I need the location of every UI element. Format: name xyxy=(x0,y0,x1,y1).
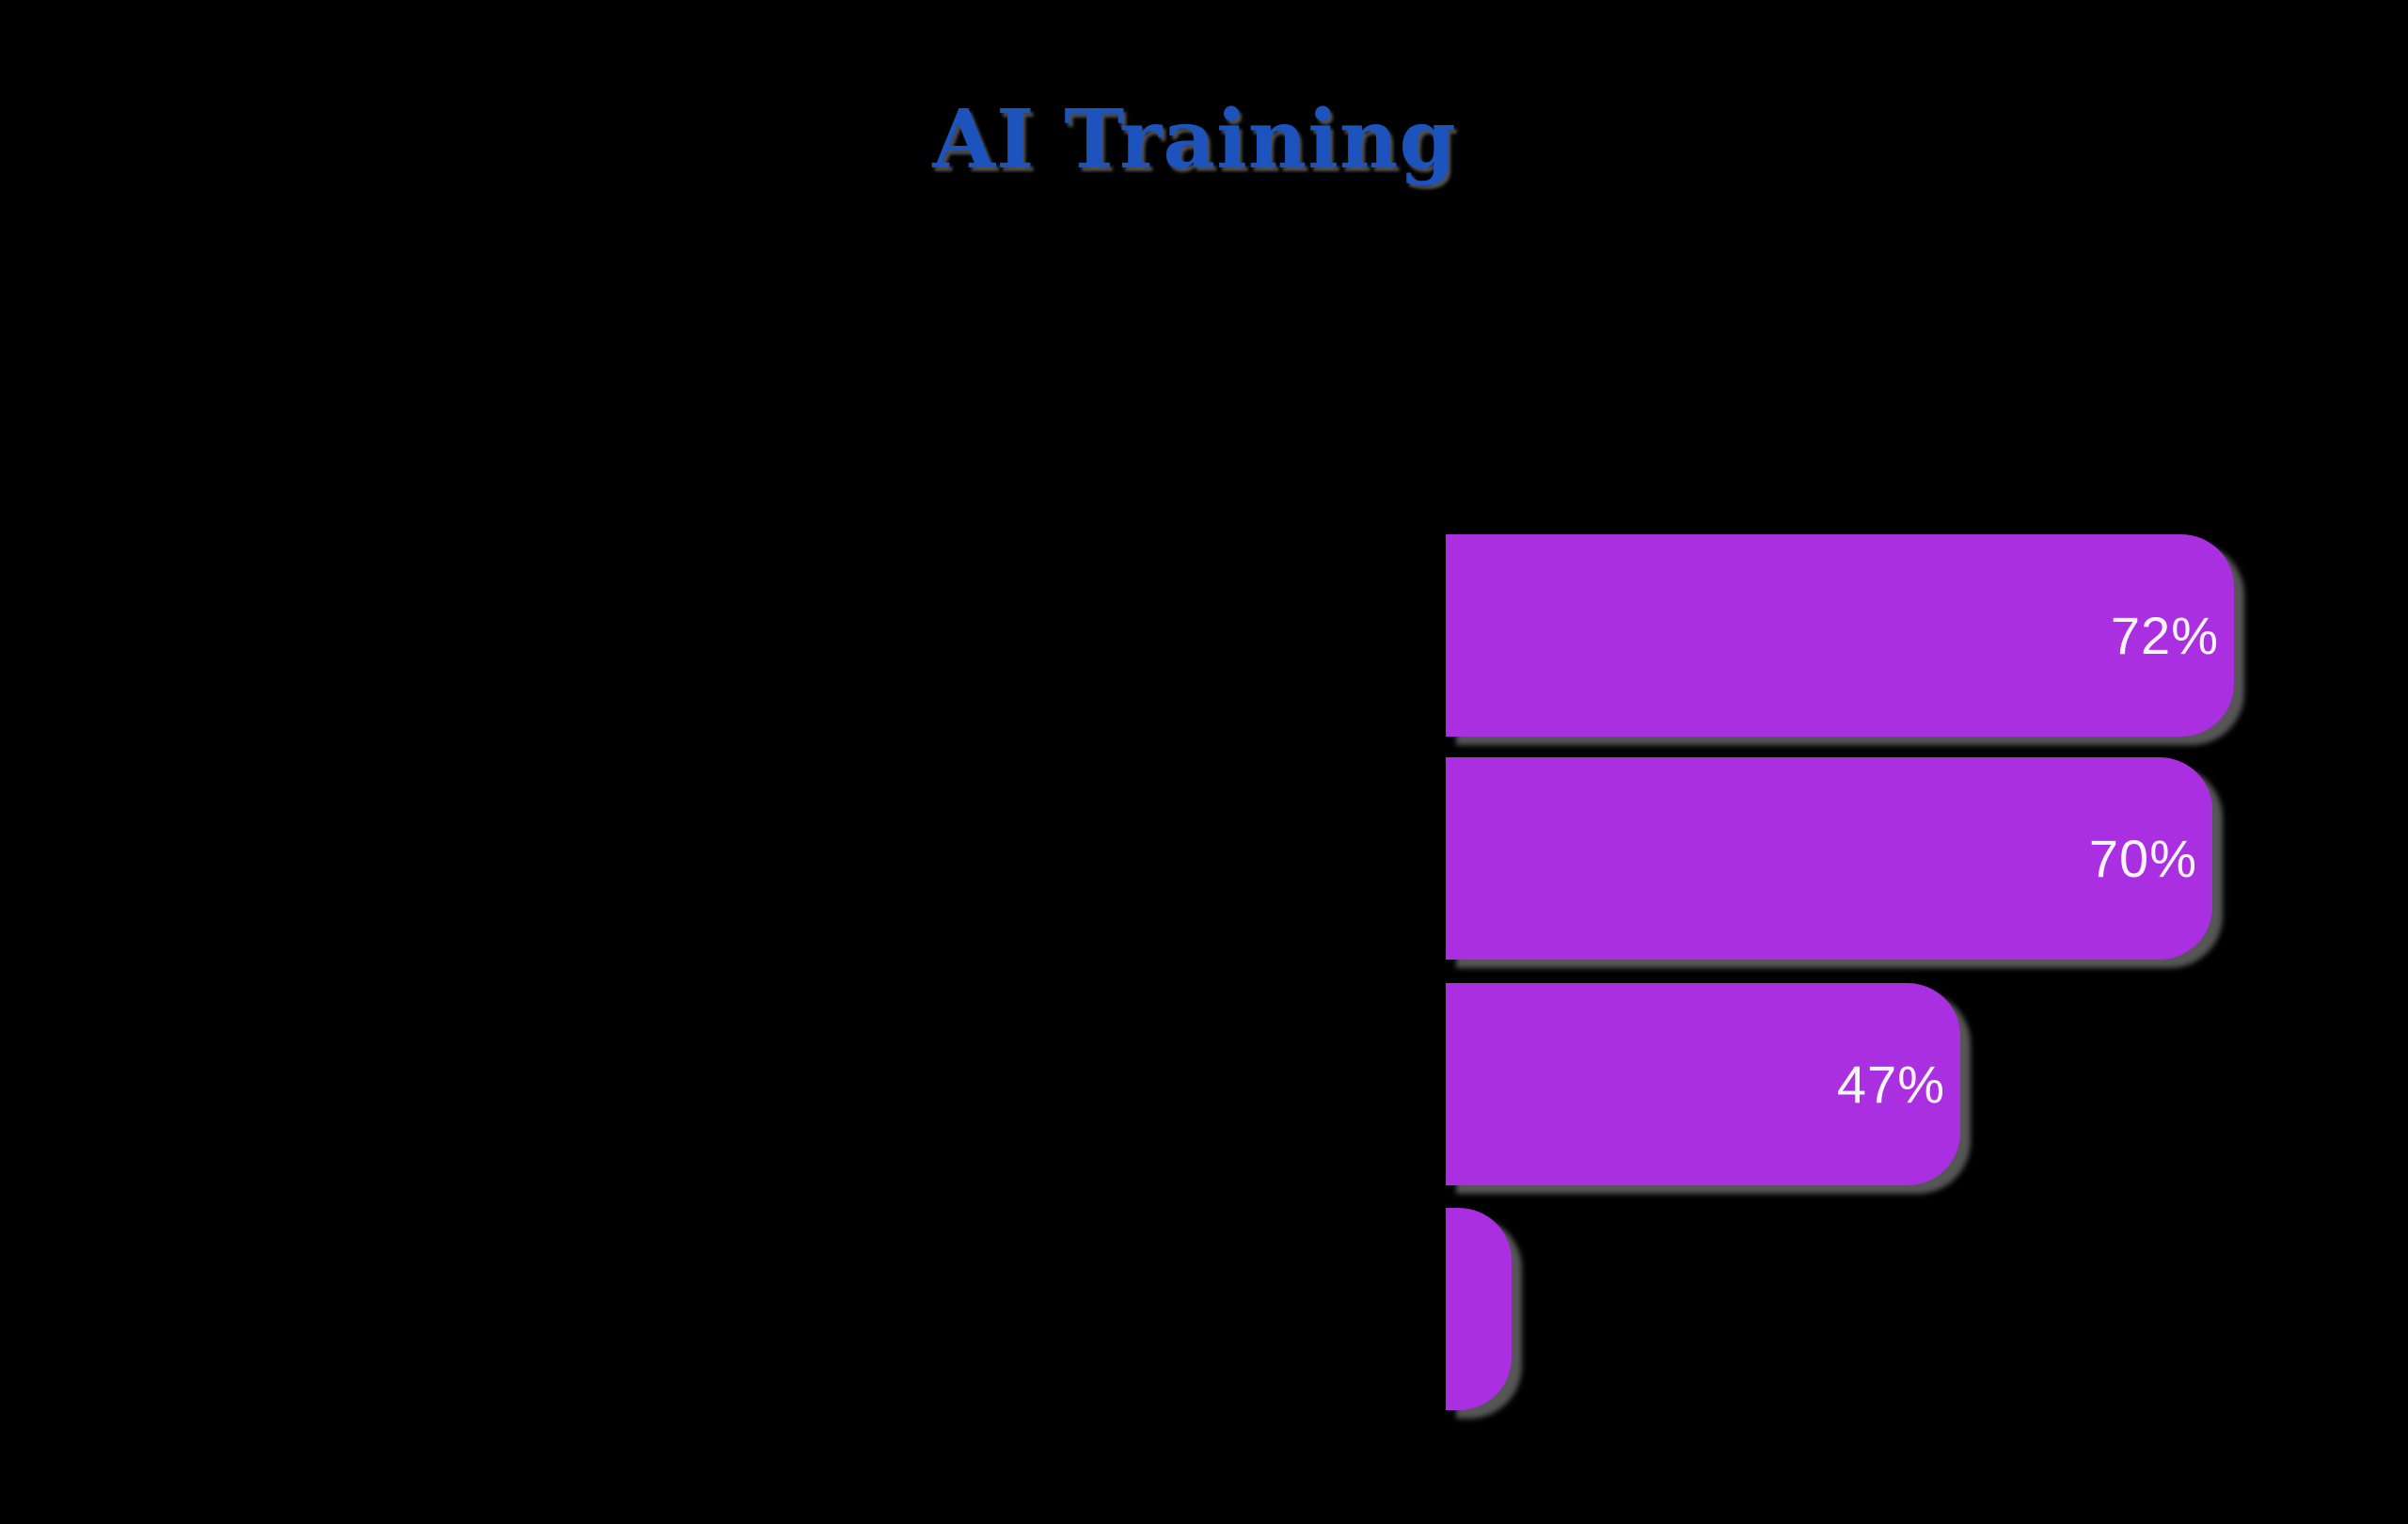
bar-value-label: 72% xyxy=(2110,606,2219,665)
bar-4 xyxy=(1446,1208,1512,1410)
bar-2: 70% xyxy=(1446,757,2212,960)
bar-plot: 72% 70% 47% xyxy=(1446,0,2408,1524)
bar-value-label: 70% xyxy=(2088,829,2197,888)
chart-title: AI Training xyxy=(932,92,1457,187)
bar-value-label: 47% xyxy=(1836,1055,1945,1114)
bar-1: 72% xyxy=(1446,534,2234,737)
bar-3: 47% xyxy=(1446,983,1960,1185)
